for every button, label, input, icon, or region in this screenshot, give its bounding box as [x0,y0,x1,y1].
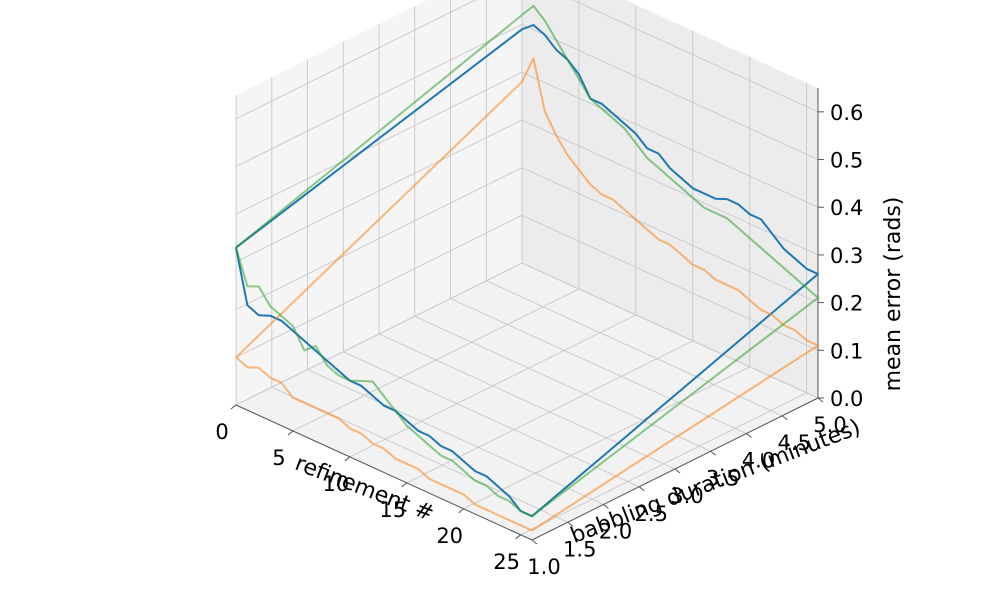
series-line-green [235,4,819,518]
right-wall-pane [522,0,818,398]
z-tick-label: 0.6 [830,101,863,125]
y-tick-label: 1.5 [563,537,596,561]
series-line-blue [235,24,819,518]
y-tick-mark [638,486,645,492]
y-tick-mark [781,415,788,421]
z-grid-line [235,24,819,167]
y-tick-label: 2.5 [635,502,668,526]
y-tick-label: 3.5 [706,466,739,490]
y-tick-label: 4.5 [778,431,811,455]
z-grid-line [235,167,819,311]
x-tick-mark [287,430,294,436]
x-tick-label: 10 [322,472,349,496]
x-tick-label: 5 [272,446,285,470]
x-axis-line [235,404,533,541]
y-tick-mark [531,539,538,545]
grid-lines [235,0,819,541]
y-tick-mark [567,521,574,527]
z-tick-label: 0.4 [830,196,863,220]
series-line-orange [235,57,819,532]
x-tick-label: 25 [493,550,520,574]
y-tick-label: 3.0 [670,484,703,508]
series-group [235,4,819,532]
z-tick-label: 0.3 [830,244,863,268]
x-tick-label: 15 [379,498,406,522]
y-tick-mark [603,504,609,509]
y-tick-mark [674,468,681,474]
y-tick-mark [817,397,824,403]
z-axis-label: mean error (rads) [881,197,906,392]
x-tick-label: 20 [436,524,463,548]
y-tick-mark [710,450,717,456]
z-tick-label: 0.2 [830,292,863,316]
z-grid-line [235,214,819,358]
z-tick-label: 0.1 [830,339,863,363]
y-tick-mark [746,433,752,438]
z-grid-line [235,71,819,215]
z-grid-line [235,0,819,120]
z-tick-label: 0.0 [830,387,863,411]
y-tick-label: 1.0 [527,555,560,579]
x-tick-mark [344,456,351,462]
z-grid-line [235,262,819,406]
x-tick-mark [458,508,465,514]
x-tick-mark [230,404,237,410]
z-tick-label: 0.5 [830,149,863,173]
y-tick-label: 5.0 [813,413,846,437]
tick-labels: 0 5 10 15 20 25 1.01.52.02.53.03.54.04.55.00.0… [215,101,863,579]
x-tick-label: 0 [215,420,228,444]
y-tick-label: 4.0 [742,449,775,473]
x-tick-mark [401,482,408,488]
z-grid-line [235,119,819,263]
x-tick-mark [515,534,521,540]
y-tick-label: 2.0 [599,520,632,544]
